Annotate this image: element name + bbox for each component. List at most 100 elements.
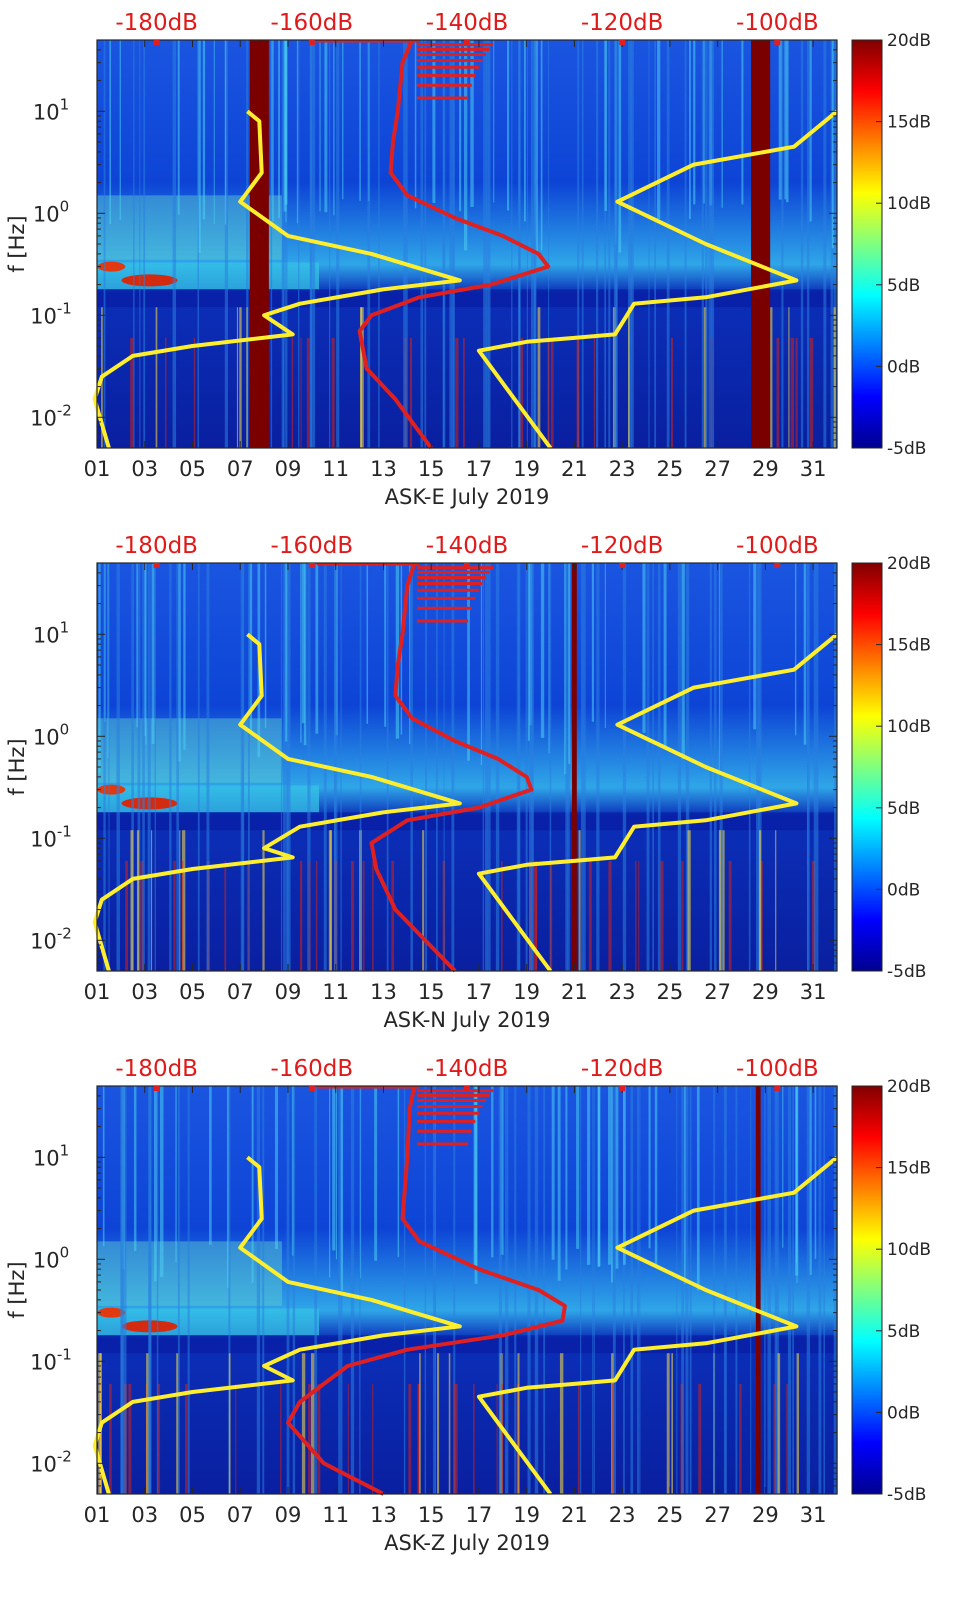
- x-tick-label: 17: [466, 1503, 493, 1527]
- colorbar-tick-label: -5dB: [887, 1485, 926, 1505]
- streak: [157, 1383, 161, 1494]
- x-tick-label: 01: [84, 1503, 111, 1527]
- streak: [395, 563, 400, 739]
- streak: [550, 860, 553, 971]
- streak: [312, 40, 316, 448]
- streak: [608, 40, 611, 448]
- streak: [511, 40, 513, 448]
- streak: [301, 563, 305, 724]
- y-axis-label: f [Hz]: [5, 1261, 29, 1318]
- streak: [790, 337, 795, 448]
- streak: [136, 563, 138, 728]
- streak: [338, 1086, 340, 1494]
- streak: [523, 40, 526, 222]
- streak: [239, 307, 242, 448]
- streak: [324, 40, 328, 213]
- x-tick-label: 31: [800, 457, 827, 481]
- x-tick-label: 25: [657, 1503, 684, 1527]
- streak: [108, 563, 110, 971]
- top-axis-marker: [153, 40, 160, 45]
- streak: [155, 307, 158, 448]
- streak: [618, 40, 622, 253]
- streak: [453, 1383, 456, 1494]
- x-tick-label: 25: [657, 980, 684, 1004]
- x-tick-label: 11: [322, 1503, 349, 1527]
- streak: [274, 1086, 279, 1249]
- streak: [759, 830, 762, 971]
- streak: [264, 563, 267, 729]
- streak: [397, 1086, 400, 1258]
- streak: [300, 337, 302, 448]
- streak: [630, 40, 634, 448]
- streak: [362, 860, 365, 971]
- streak: [278, 40, 280, 219]
- x-tick-label: 17: [466, 457, 493, 481]
- streak: [703, 307, 707, 448]
- colorbar-tick-label: 0dB: [887, 1403, 920, 1423]
- streak: [142, 563, 145, 971]
- colorbar: [851, 1085, 883, 1495]
- streak: [663, 563, 667, 750]
- streak: [615, 1086, 619, 1269]
- streak: [453, 40, 455, 448]
- streak: [151, 830, 153, 971]
- streak: [775, 1086, 779, 1494]
- streak: [172, 40, 177, 448]
- streak: [613, 40, 618, 448]
- streak: [517, 1353, 520, 1494]
- x-tick-label: 19: [513, 457, 540, 481]
- streak: [796, 1086, 798, 1283]
- streak: [581, 40, 584, 448]
- streak: [750, 1086, 752, 1494]
- y-axis-label: f [Hz]: [5, 215, 29, 272]
- data-gap: [572, 563, 577, 971]
- streak: [748, 563, 751, 971]
- streak: [464, 40, 468, 251]
- streak: [703, 40, 705, 204]
- streak: [739, 1383, 742, 1494]
- streak: [652, 563, 654, 971]
- streak: [139, 40, 141, 448]
- streak: [367, 40, 371, 448]
- streak: [164, 337, 167, 448]
- streak: [593, 1086, 595, 1494]
- colorbar-tick-label: 5dB: [887, 1322, 920, 1342]
- streak: [262, 1086, 265, 1494]
- streak: [224, 860, 227, 971]
- streak: [796, 1353, 800, 1494]
- streak: [622, 563, 627, 971]
- streak: [296, 40, 298, 224]
- streak: [408, 1383, 412, 1494]
- x-tick-label: 03: [131, 1503, 158, 1527]
- streak: [213, 40, 215, 225]
- x-tick-label: 25: [657, 457, 684, 481]
- streak: [151, 563, 155, 745]
- streak: [136, 830, 140, 971]
- streak: [775, 830, 777, 971]
- x-tick-label: 03: [131, 457, 158, 481]
- streak: [333, 40, 335, 216]
- streak: [623, 1086, 625, 1494]
- streak: [432, 1086, 436, 1494]
- streak: [534, 40, 537, 448]
- streak: [467, 563, 470, 761]
- streak: [372, 860, 374, 971]
- x-tick-label: 05: [179, 457, 206, 481]
- top-axis-marker: [619, 1086, 626, 1091]
- streak: [788, 307, 790, 448]
- streak: [687, 563, 690, 971]
- streak: [642, 563, 646, 733]
- streak: [756, 563, 760, 971]
- streak: [657, 563, 661, 971]
- streak: [781, 40, 784, 448]
- streak: [696, 1086, 700, 1291]
- streak: [487, 563, 491, 971]
- streak: [286, 1086, 290, 1494]
- streak: [224, 40, 229, 448]
- streak: [262, 830, 265, 971]
- colorbar-tick-label: 15dB: [887, 636, 931, 656]
- streak: [718, 563, 720, 775]
- streak: [299, 860, 303, 971]
- transient-streaks: [98, 1086, 838, 1494]
- streak: [125, 860, 129, 971]
